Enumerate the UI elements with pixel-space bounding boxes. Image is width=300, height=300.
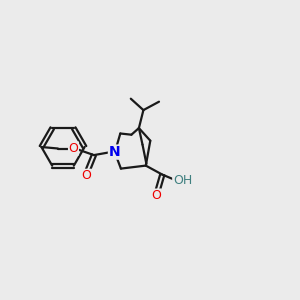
Text: O: O [69,142,78,155]
Text: O: O [82,169,91,182]
Text: N: N [109,145,120,159]
Text: OH: OH [173,173,192,187]
Text: O: O [152,189,161,202]
